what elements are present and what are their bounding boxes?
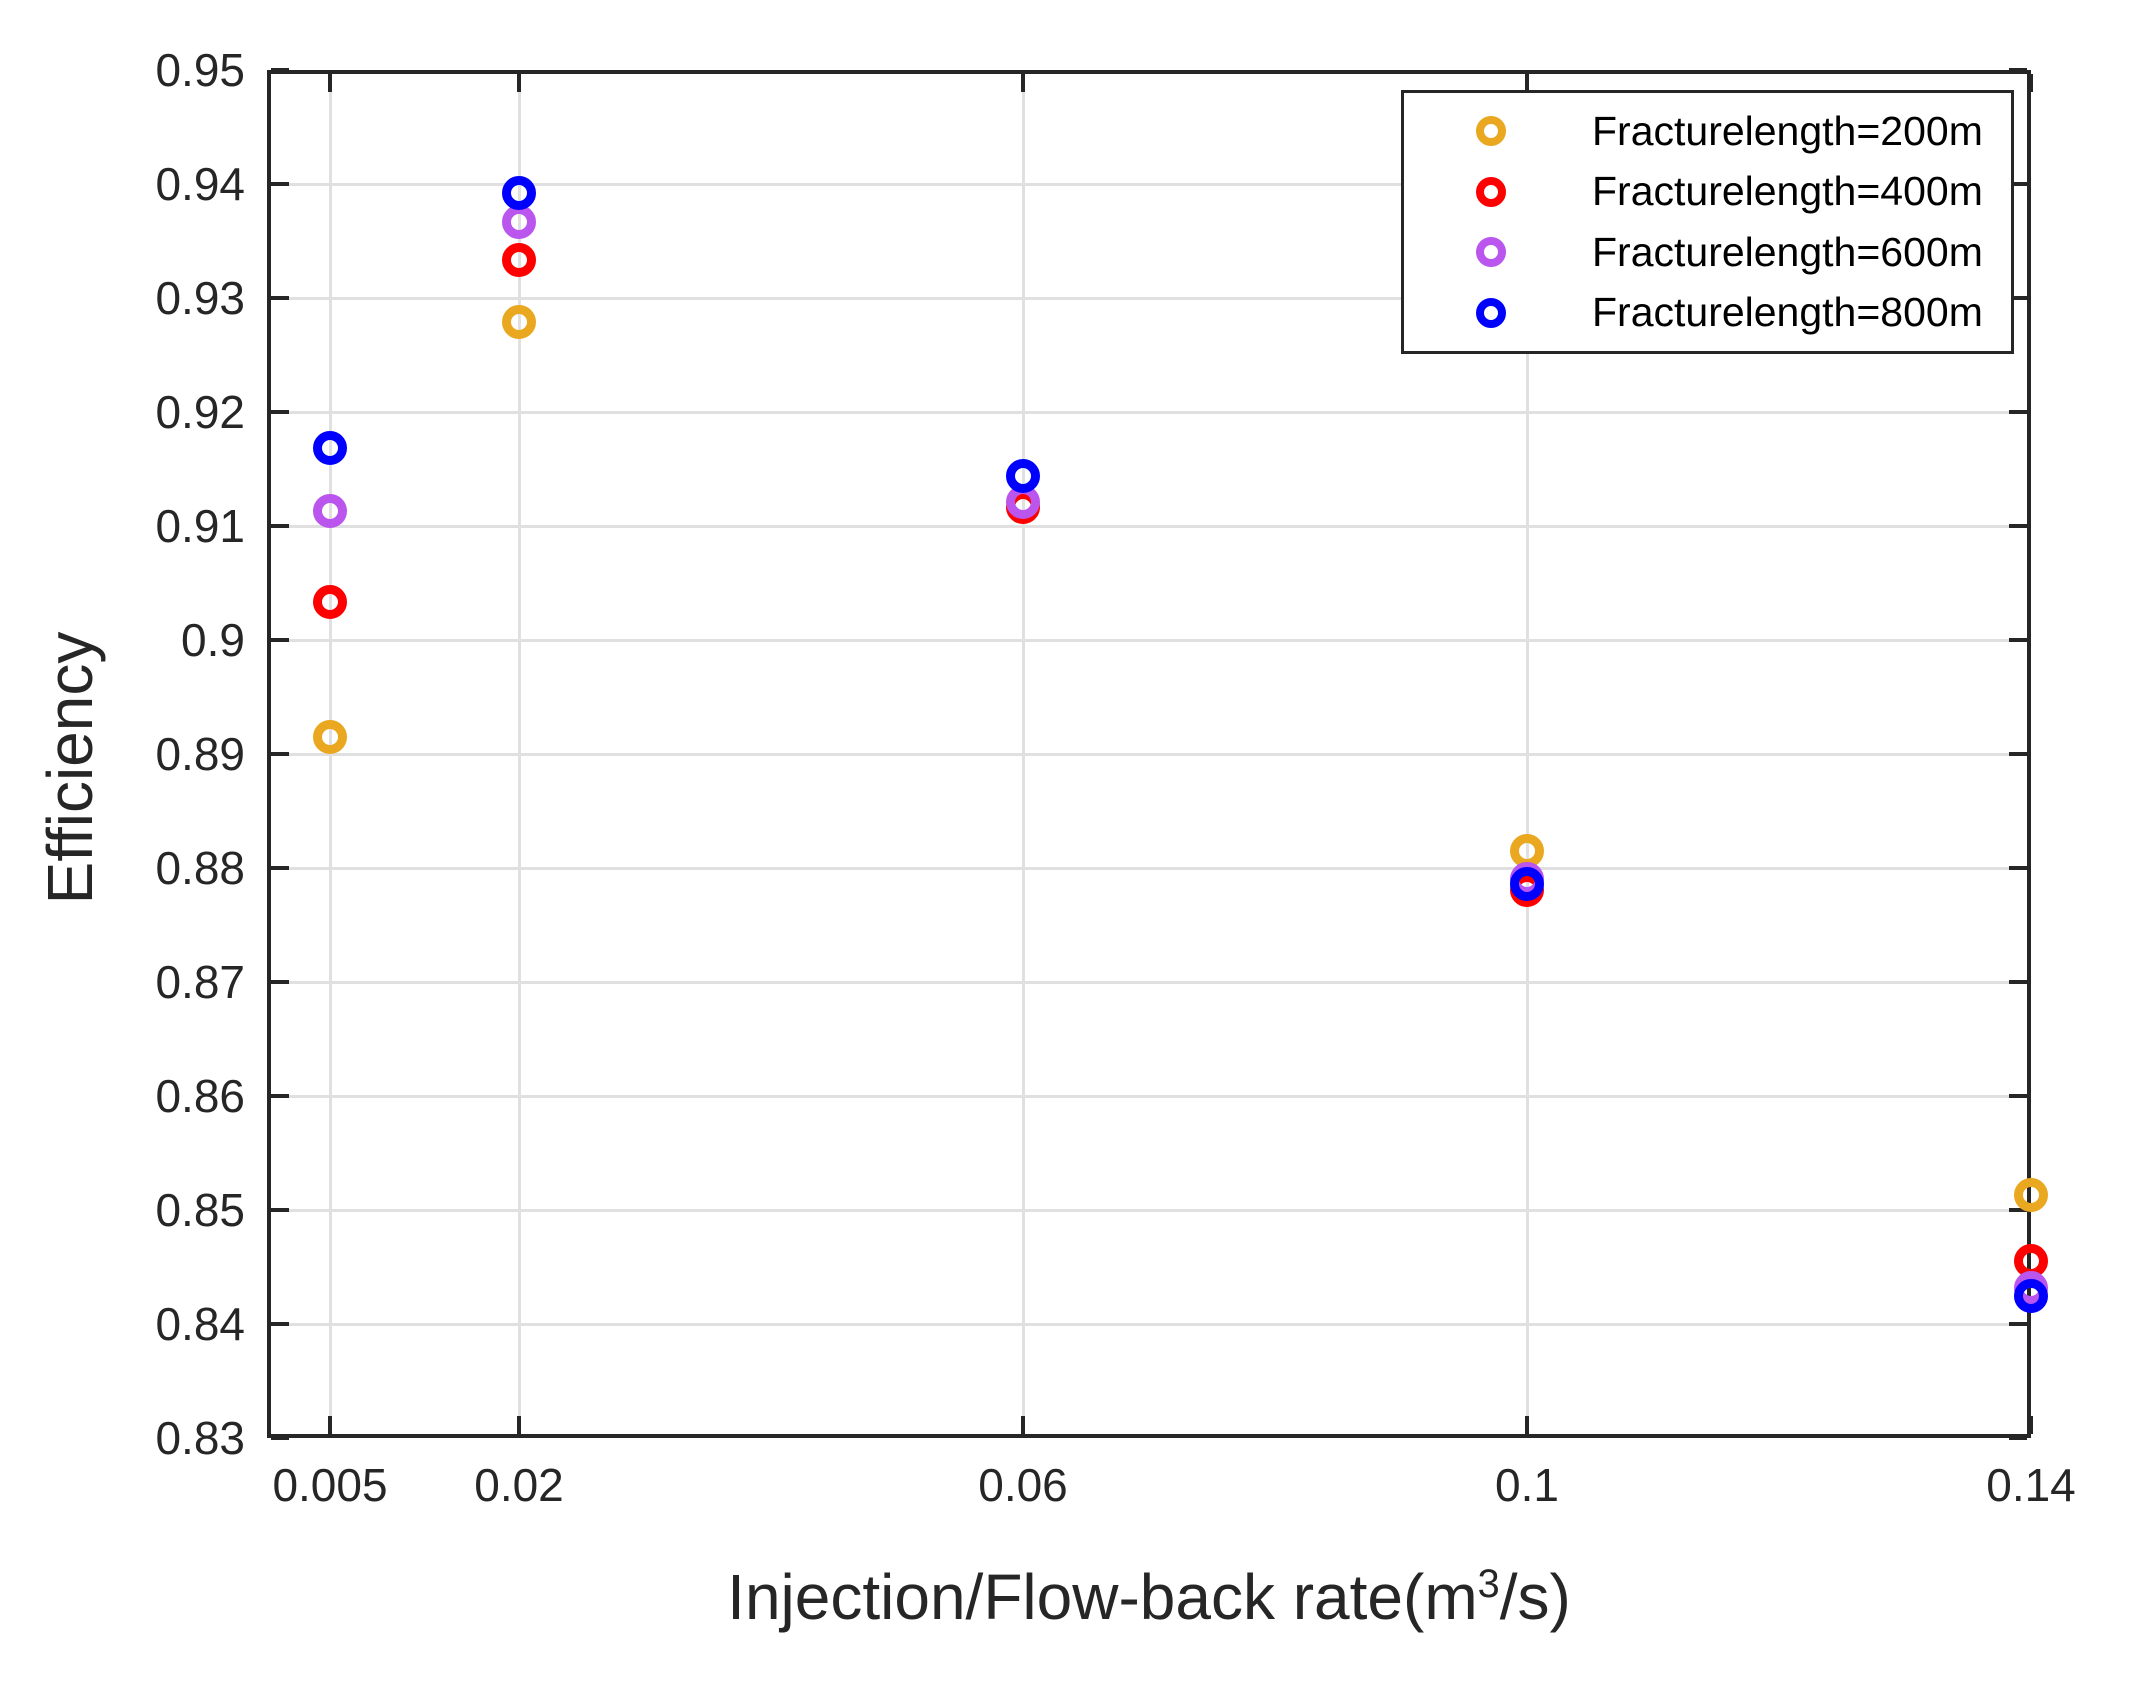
y-tick-label: 0.84: [155, 1298, 245, 1350]
y-tick-label: 0.87: [155, 956, 245, 1008]
y-gridline: [271, 410, 2027, 414]
x-tick-bottom: [328, 1416, 332, 1434]
y-tick-right: [2009, 410, 2027, 414]
x-axis-label-text: Injection/Flow-back rate(m: [727, 1561, 1478, 1633]
data-point-600m: [313, 494, 347, 529]
y-tick-left: [271, 1436, 289, 1440]
x-tick-top: [2029, 74, 2033, 92]
x-tick-top: [1021, 74, 1025, 92]
y-gridline: [271, 638, 2027, 642]
y-gridline: [271, 182, 2027, 186]
y-tick-left: [271, 980, 289, 984]
legend-label: Fracturelength=800m: [1592, 289, 1983, 336]
y-tick-left: [271, 296, 289, 300]
y-tick-left: [271, 1094, 289, 1098]
x-tick-top: [328, 74, 332, 92]
x-axis-label-superscript: 3: [1477, 1562, 1500, 1607]
y-tick-label: 0.86: [155, 1070, 245, 1122]
x-tick-bottom: [517, 1416, 521, 1434]
x-axis-label-units: /s): [1499, 1561, 1571, 1633]
y-tick-right: [2009, 752, 2027, 756]
legend-marker-icon: [1476, 176, 1506, 207]
legend-item: Fracturelength=400m: [1404, 168, 2011, 215]
y-tick-left: [271, 638, 289, 642]
y-gridline: [271, 1094, 2027, 1098]
y-tick-label: 0.93: [155, 272, 245, 324]
y-tick-left: [271, 524, 289, 528]
data-point-800m: [2014, 1278, 2048, 1313]
y-tick-label: 0.88: [155, 842, 245, 894]
y-tick-label: 0.91: [155, 500, 245, 552]
y-tick-right: [2009, 1322, 2027, 1326]
y-tick-left: [271, 866, 289, 870]
legend-label: Fracturelength=400m: [1592, 168, 1983, 215]
y-tick-right: [2009, 296, 2027, 300]
legend-label: Fracturelength=600m: [1592, 228, 1983, 275]
legend-marker-icon: [1476, 116, 1506, 147]
legend-marker-icon: [1476, 237, 1506, 268]
y-tick-right: [2009, 1094, 2027, 1098]
data-point-200m: [502, 304, 536, 339]
data-point-400m: [313, 585, 347, 620]
y-tick-label: 0.83: [155, 1412, 245, 1464]
data-point-800m: [1006, 458, 1040, 493]
legend-marker-icon: [1476, 297, 1506, 328]
legend-item: Fracturelength=600m: [1404, 229, 2011, 276]
y-tick-right: [2009, 524, 2027, 528]
x-tick-label: 0.14: [1986, 1459, 2076, 1511]
y-gridline: [271, 980, 2027, 984]
y-gridline: [271, 1208, 2027, 1212]
x-tick-bottom: [2029, 1416, 2033, 1434]
y-tick-label: 0.94: [155, 158, 245, 210]
data-point-200m: [2014, 1178, 2048, 1213]
y-gridline: [271, 866, 2027, 870]
y-tick-left: [271, 1322, 289, 1326]
data-point-800m: [1510, 866, 1544, 901]
data-point-800m: [502, 176, 536, 211]
data-point-800m: [313, 431, 347, 466]
y-tick-right: [2009, 1208, 2027, 1212]
y-tick-right: [2009, 1436, 2027, 1440]
x-tick-top: [517, 74, 521, 92]
y-tick-left: [271, 752, 289, 756]
y-tick-label: 0.89: [155, 728, 245, 780]
y-tick-right: [2009, 638, 2027, 642]
x-tick-label: 0.06: [978, 1459, 1068, 1511]
legend-item: Fracturelength=800m: [1404, 289, 2011, 336]
y-tick-left: [271, 182, 289, 186]
legend-item: Fracturelength=200m: [1404, 108, 2011, 155]
y-tick-label: 0.95: [155, 44, 245, 96]
x-tick-bottom: [1525, 1416, 1529, 1434]
x-tick-bottom: [1021, 1416, 1025, 1434]
y-gridline: [271, 296, 2027, 300]
x-tick-label: 0.02: [474, 1459, 564, 1511]
y-tick-left: [271, 1208, 289, 1212]
x-tick-label: 0.005: [272, 1459, 388, 1511]
y-tick-right: [2009, 866, 2027, 870]
legend: Fracturelength=200m Fracturelength=400m Fr…: [1401, 90, 2014, 354]
y-tick-label: 0.85: [155, 1184, 245, 1236]
data-point-200m: [313, 719, 347, 754]
y-gridline: [271, 752, 2027, 756]
y-tick-label: 0.92: [155, 386, 245, 438]
legend-label: Fracturelength=200m: [1592, 107, 1983, 154]
x-tick-label: 0.1: [1495, 1459, 1559, 1511]
y-gridline: [271, 1322, 2027, 1326]
y-tick-label: 0.9: [181, 614, 245, 666]
x-axis-label: Injection/Flow-back rate(m3/s): [267, 1560, 2031, 1634]
y-tick-right: [2009, 980, 2027, 984]
data-point-400m: [502, 243, 536, 278]
y-tick-left: [271, 410, 289, 414]
x-tick-top: [1525, 74, 1529, 92]
y-tick-right: [2009, 182, 2027, 186]
y-gridline: [271, 524, 2027, 528]
